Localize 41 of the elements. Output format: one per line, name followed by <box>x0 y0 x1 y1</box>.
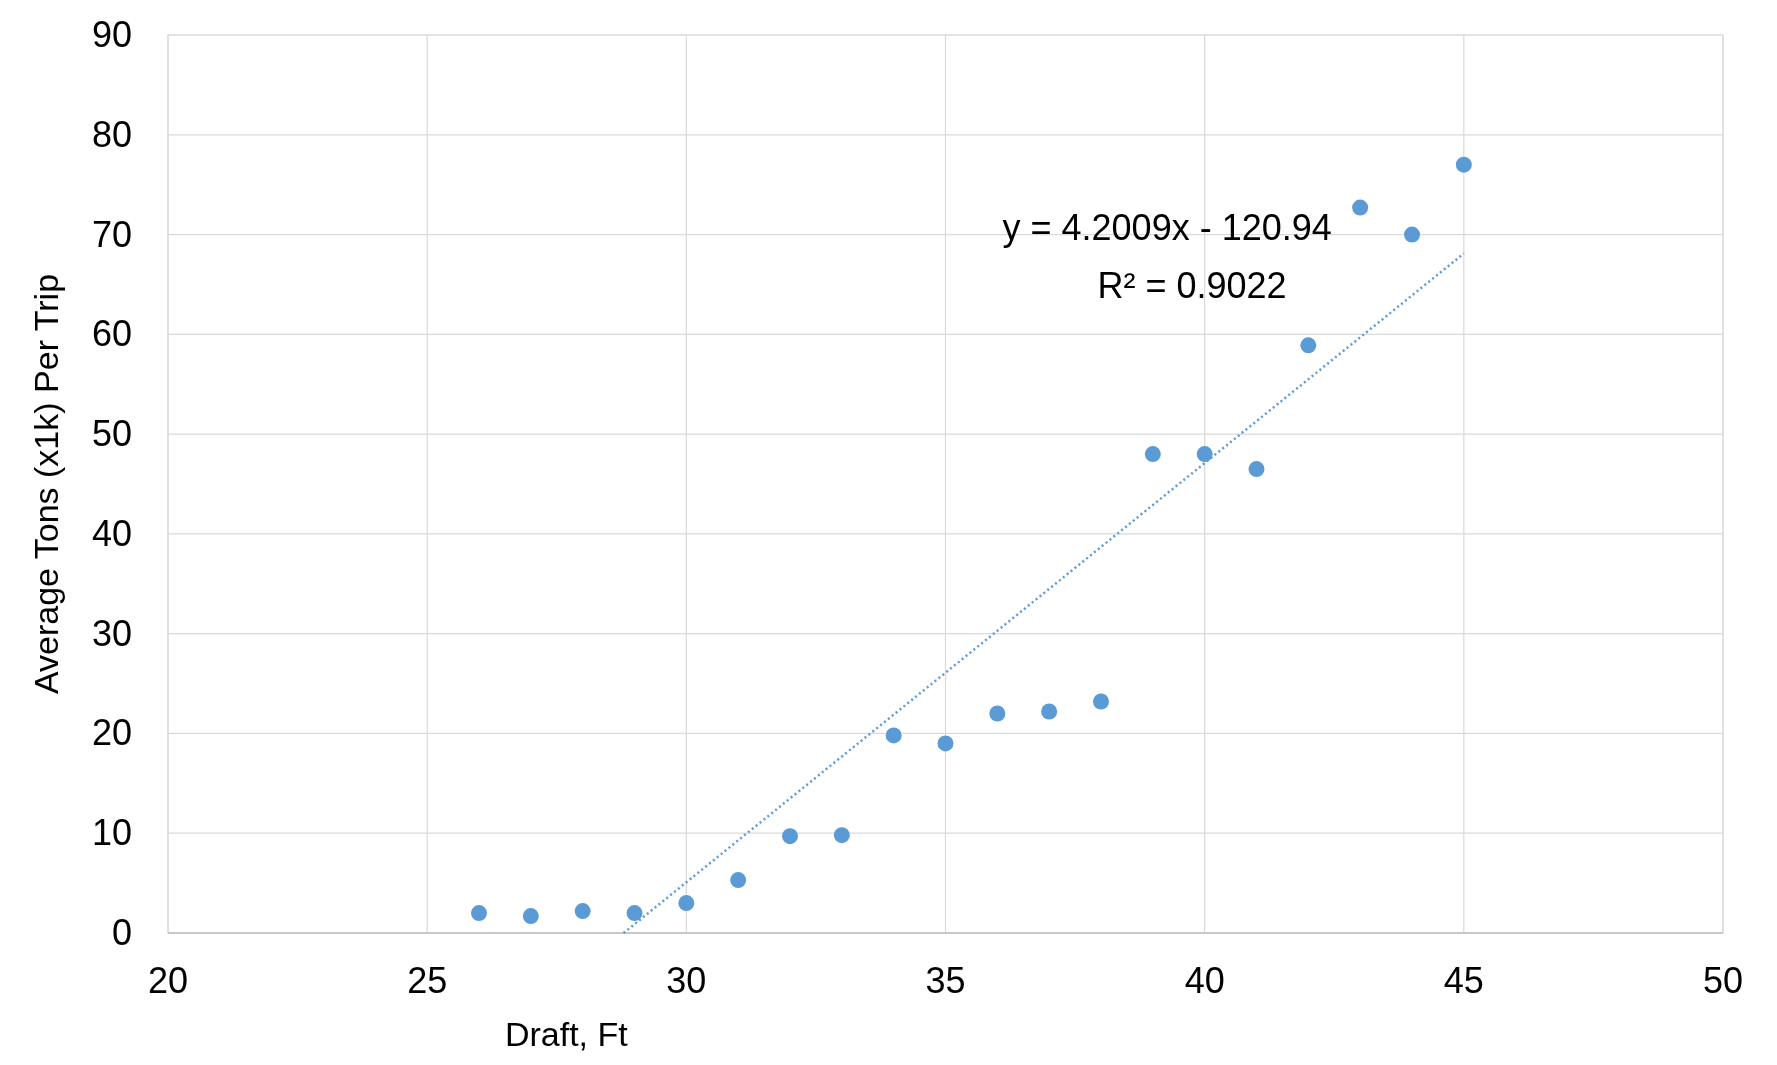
y-tick-label: 80 <box>91 113 132 155</box>
point <box>989 705 1006 722</box>
y-tick-label: 30 <box>91 612 132 654</box>
point <box>1093 693 1109 710</box>
point <box>522 908 539 925</box>
point <box>1404 226 1420 243</box>
point <box>626 905 643 922</box>
point <box>1144 446 1161 463</box>
point <box>885 727 902 744</box>
point <box>833 827 850 844</box>
point <box>678 895 695 912</box>
x-tick-label: 30 <box>666 960 707 1001</box>
y-tick-label: 50 <box>91 413 132 455</box>
annotation: y = 4.2009x - 120.94 <box>1002 206 1332 248</box>
point <box>574 903 591 920</box>
point <box>1352 199 1369 216</box>
y-tick-label: 20 <box>91 712 132 754</box>
y-tick-label: 70 <box>91 213 132 255</box>
y-tick-label: 10 <box>91 812 132 854</box>
point <box>1300 337 1317 354</box>
point <box>1455 156 1472 173</box>
y-tick-label: 60 <box>91 313 132 355</box>
point <box>782 828 798 845</box>
point <box>937 735 954 752</box>
x-tick-label: 35 <box>925 960 966 1001</box>
y-tick-label: 40 <box>91 512 132 554</box>
x-tick-label: 50 <box>1702 960 1744 1001</box>
x-tick-label: 45 <box>1443 960 1484 1001</box>
point <box>1196 446 1213 463</box>
y-axis-title: Average Tons (x1k) Per Trip <box>27 273 65 695</box>
x-axis-title: Draft, Ft <box>504 1015 629 1053</box>
y-tick-label: 0 <box>111 912 132 953</box>
x-tick-label: 20 <box>147 960 189 1001</box>
point <box>1248 461 1265 478</box>
point <box>730 872 747 889</box>
annotation: R² = 0.9022 <box>1097 264 1287 306</box>
x-tick-label: 40 <box>1184 960 1225 1001</box>
point <box>471 905 487 922</box>
y-tick-label: 90 <box>91 14 132 55</box>
point <box>1041 703 1058 720</box>
x-tick-label: 25 <box>407 960 448 1001</box>
